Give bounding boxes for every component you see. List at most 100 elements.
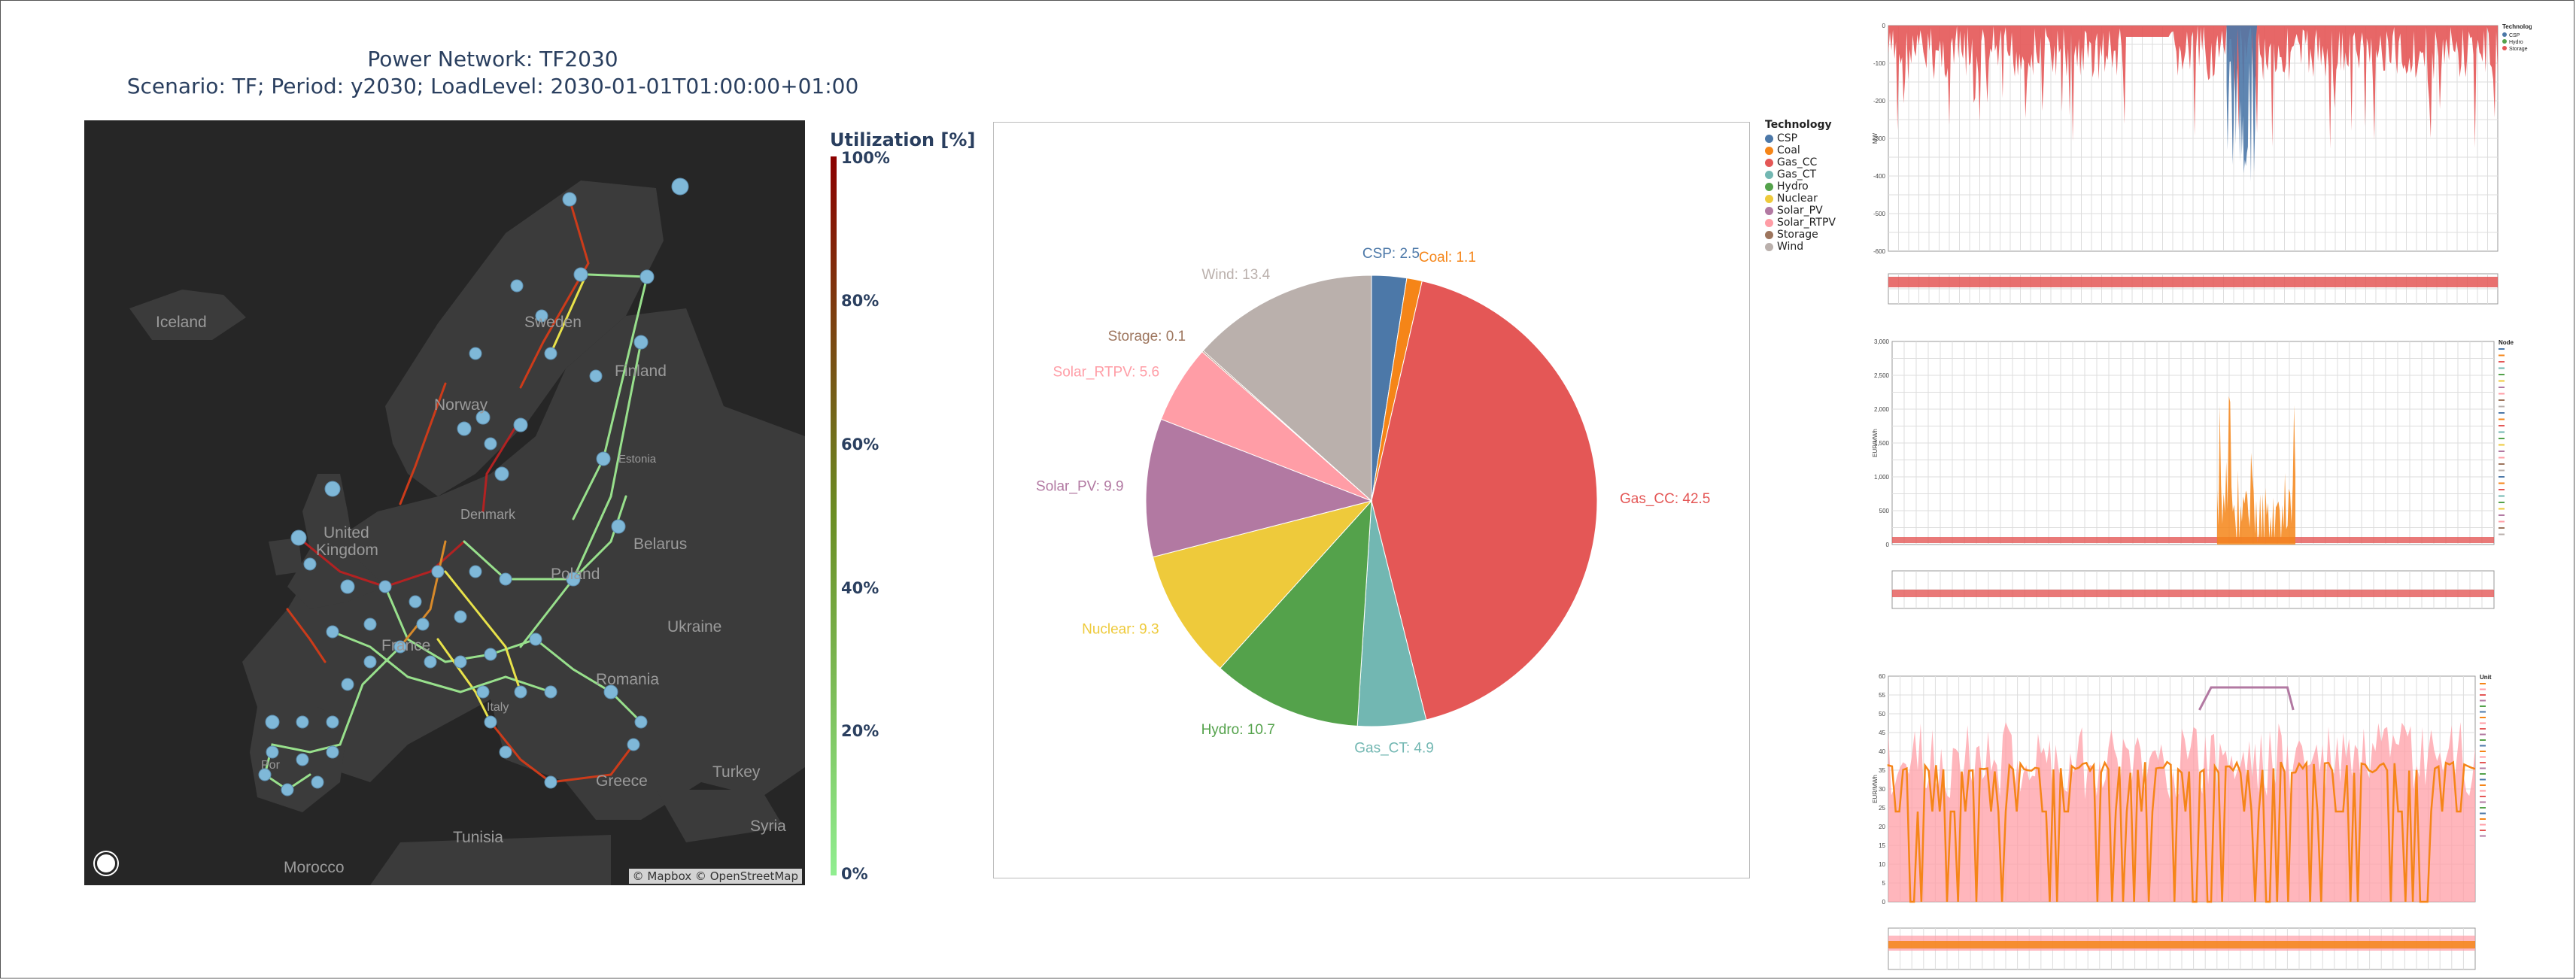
legend-swatch-icon (1765, 242, 1773, 251)
y-tick-label: 0 (1882, 23, 1886, 29)
y-tick-label: 50 (1879, 711, 1885, 718)
map-label-estonia: Estonia (618, 453, 657, 466)
colorbar-tick: 40% (841, 579, 879, 597)
y-tick-label: -100 (1873, 60, 1886, 67)
pie-slice-nuclear[interactable] (1152, 500, 1373, 669)
legend-swatch-icon (2502, 32, 2507, 37)
map-label-france: France (381, 637, 430, 654)
legend-label: CSP (1777, 132, 1798, 144)
pie-label-csp: CSP: 2.5 (1362, 246, 1420, 262)
y-axis-label: MW (1872, 132, 1879, 144)
land-scandinavia (385, 181, 664, 496)
y-tick-label: 60 (1879, 673, 1885, 680)
legend-title: Technology (1765, 119, 1832, 131)
y-tick-label: 1,500 (1874, 440, 1890, 447)
pie-label-nuclear: Nuclear: 9.3 (1082, 622, 1159, 638)
storage-area (1888, 26, 2498, 149)
y-tick-label: -600 (1873, 248, 1886, 255)
y-tick-label: 1,000 (1874, 474, 1890, 481)
y-tick-label: 0 (1886, 542, 1890, 548)
legend-title: Node (2499, 339, 2514, 346)
colorbar-tick: 60% (841, 435, 879, 454)
y-tick-label: -200 (1873, 98, 1886, 105)
legend-item-storage[interactable]: Storage (1765, 229, 1836, 241)
y-tick-label: -500 (1873, 211, 1886, 217)
y-tick-label: 20 (1879, 824, 1885, 830)
pie-label-hydro: Hydro: 10.7 (1201, 722, 1275, 738)
pie-slice-solar_pv[interactable] (1145, 418, 1373, 558)
colorbar (831, 156, 837, 875)
map-label-italy: Italy (487, 701, 509, 714)
map-label-united: United (324, 524, 369, 542)
legend-swatch-icon (2502, 46, 2507, 50)
legend-item-gas_ct[interactable]: Gas_CT (1765, 168, 1836, 181)
pie-label-gas_ct: Gas_CT: 4.9 (1354, 741, 1434, 757)
legend-item-solar_rtpv[interactable]: Solar_RTPV (1765, 217, 1836, 229)
legend-swatch-icon (2502, 39, 2507, 44)
legend-item-solar_pv[interactable]: Solar_PV (1765, 205, 1836, 217)
legend-title: Unit (2480, 674, 2492, 681)
unit-cost-chart[interactable]: 60 55 50 45 40 35 30 25 20 15 10 5 0 EUR/MWh Unit (1870, 673, 2532, 974)
pie-slice-gas_cc[interactable] (1371, 281, 1598, 721)
network-map[interactable]: Iceland Sweden Finland Norway Estonia De… (84, 120, 805, 885)
land-turkey (656, 790, 784, 842)
y-tick-label: 25 (1879, 805, 1885, 812)
pie-slice-hydro[interactable] (1220, 499, 1372, 727)
price-spike-area (2217, 396, 2295, 545)
map-label-romania: Romania (596, 671, 659, 688)
legend-item-csp[interactable]: CSP (1765, 132, 1836, 144)
legend-swatch-icon (1765, 230, 1773, 239)
pie-label-gas_cc: Gas_CC: 42.5 (1620, 491, 1710, 507)
mapbox-logo-icon[interactable] (95, 852, 117, 875)
y-tick-label: -400 (1873, 173, 1886, 180)
map-label-greece: Greece (596, 772, 648, 790)
y-tick-label: 5 (1882, 880, 1886, 887)
pie-slice-wind[interactable] (1202, 275, 1372, 502)
map-label-iceland: Iceland (156, 314, 207, 331)
land-continent (242, 308, 805, 820)
legend-label: Solar_RTPV (1777, 217, 1836, 229)
legend-title: Technology (2502, 23, 2532, 30)
y-tick-label: 30 (1879, 786, 1885, 793)
legend-swatch-icon (1765, 134, 1773, 143)
y-tick-label: 35 (1879, 767, 1885, 774)
legend-label: Gas_CT (1777, 168, 1817, 181)
map-label-syria: Syria (750, 818, 786, 835)
legend-item-coal[interactable]: Coal (1765, 144, 1836, 156)
legend-swatch-icon (1765, 158, 1773, 167)
legend-swatch-icon (1765, 170, 1773, 179)
map-label-denmark: Denmark (460, 507, 516, 522)
legend-item-hydro[interactable]: Hydro (1765, 181, 1836, 193)
legend-swatch-icon (1765, 218, 1773, 227)
legend-item-wind[interactable]: Wind (1765, 241, 1836, 253)
colorbar-tick: 100% (841, 149, 890, 167)
y-tick-label: 55 (1879, 692, 1885, 699)
y-axis-label: EUR/MWh (1872, 775, 1879, 803)
pie-label-coal: Coal: 1.1 (1419, 250, 1476, 265)
map-label-finland: Finland (615, 363, 667, 380)
plot-title-line2: Scenario: TF; Period: y2030; LoadLevel: … (126, 74, 859, 99)
map-attribution[interactable]: © Mapbox © OpenStreetMap (628, 869, 802, 884)
baseline-price-band (1892, 537, 2494, 543)
legend-item-gas_cc[interactable]: Gas_CC (1765, 156, 1836, 168)
price-overview-band (1892, 590, 2494, 597)
marginal-price-chart[interactable]: 3,000 2,500 2,000 1,500 1,000 500 0 EUR/MWh Node (1870, 338, 2532, 632)
legend-item-nuclear[interactable]: Nuclear (1765, 193, 1836, 205)
y-tick-label: 40 (1879, 748, 1885, 755)
y-tick-label: 2,000 (1874, 406, 1890, 413)
pie-label-storage: Storage: 0.1 (1108, 329, 1186, 344)
map-label-tunisia: Tunisia (453, 829, 503, 846)
pie-label-solar_pv: Solar_PV: 9.9 (1036, 478, 1124, 494)
y-tick-label: 15 (1879, 842, 1885, 849)
storage-dispatch-chart[interactable]: 0 -100 -200 -300 -400 -500 -600 MW Technology CSP… (1870, 23, 2536, 316)
y-tick-label: -300 (1873, 135, 1886, 142)
map-label-morocco: Morocco (284, 859, 345, 876)
legend-label: Nuclear (1777, 193, 1818, 205)
map-canvas[interactable]: Iceland Sweden Finland Norway Estonia De… (84, 120, 805, 885)
legend-swatch-icon (1765, 206, 1773, 215)
land-britain (287, 474, 385, 609)
purple-unit-line (2198, 686, 2295, 711)
map-label-sweden: Sweden (524, 314, 582, 331)
